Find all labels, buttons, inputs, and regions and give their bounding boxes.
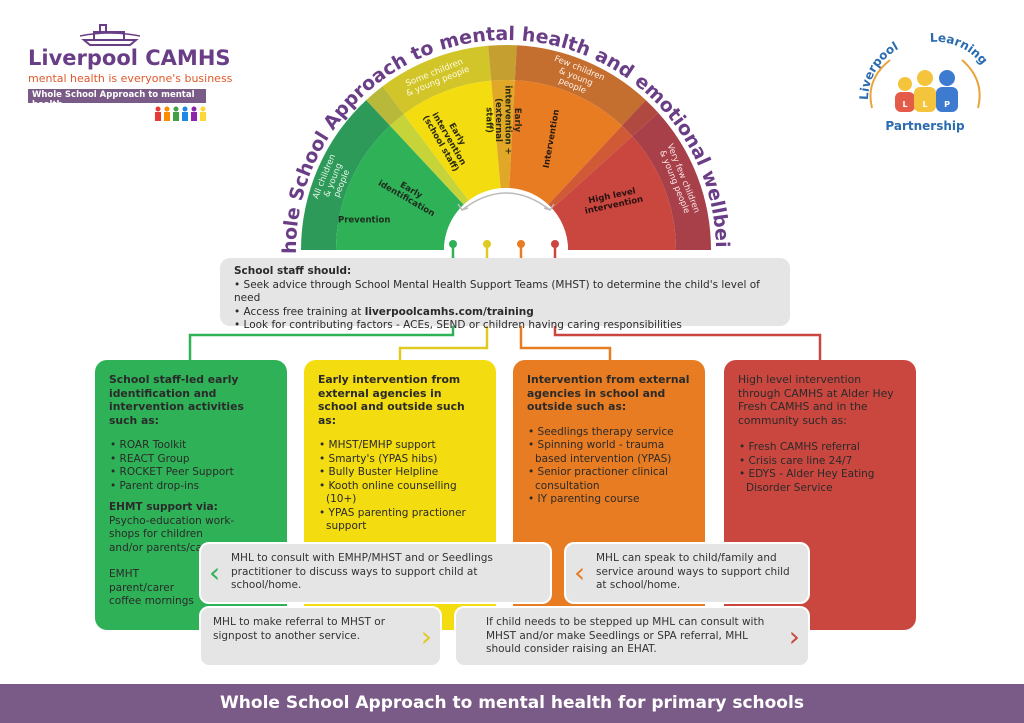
callout-referral-mhst: › MHL to make referral to MHST or signpo… (199, 606, 442, 667)
segment-red-inner (552, 136, 676, 250)
chevron-right-icon: › (420, 619, 432, 653)
callout-speak-child: ‹ MHL can speak to child/family and serv… (564, 542, 810, 604)
training-link[interactable]: liverpoolcamhs.com/training (364, 305, 534, 318)
card-item: ROAR Toolkit (109, 439, 273, 453)
logo-word-partnership: Partnership (885, 119, 965, 133)
people-icon (155, 106, 206, 121)
card-heading: Intervention from external agencies in s… (527, 373, 690, 413)
card-heading: Early intervention from external agencie… (318, 373, 465, 427)
card-subtext: Psycho-education work-shops for children… (109, 514, 235, 554)
callout-text: MHL to make referral to MHST or signpost… (213, 616, 386, 642)
card-item: Crisis care line 24/7 (738, 455, 902, 469)
card-item: Spinning world - trauma based interventi… (527, 439, 691, 466)
logo-letter: L (902, 100, 907, 109)
card-subheading: EHMT support via: (109, 501, 218, 513)
card-prevention: School staff-led early identification an… (95, 360, 287, 630)
segment-transition-inner (390, 114, 469, 205)
brand-subtitle: Whole School Approach to mental health (28, 89, 206, 110)
staff-item: Access free training at (243, 305, 365, 318)
card-item: REACT Group (109, 453, 273, 467)
inner-label: Prevention (338, 216, 390, 226)
card-heading: School staff-led early identification an… (109, 373, 244, 427)
staff-item: Seek advice through School Mental Health… (234, 278, 760, 305)
card-item: Seedlings therapy service (527, 426, 691, 440)
card-heading: High level intervention through CAMHS at… (738, 373, 894, 427)
card-item: IY parenting course (527, 493, 691, 507)
segment-yellow-inner (403, 80, 501, 201)
callout-text: MHL to consult with EMHP/MHST and or See… (231, 552, 493, 591)
brand-name: Liverpool CAMHS (28, 46, 231, 70)
inner-label: Earlyintervention +(externalstaff) (484, 85, 523, 154)
segment-external-staff-inner (491, 80, 515, 189)
callout-text: If child needs to be stepped up MHL can … (486, 616, 765, 655)
card-item: ROCKET Peer Support (109, 466, 273, 480)
ship-icon (80, 24, 140, 46)
card-item: YPAS parenting practioner support (318, 507, 482, 534)
staff-heading: School staff should: (234, 265, 352, 277)
segment-yellow-outer (382, 45, 492, 115)
card-item: Senior practioner clinical consultation (527, 466, 691, 493)
staff-item: Look for contributing factors - ACEs, SE… (243, 319, 682, 331)
segment-transition-outer (366, 86, 404, 126)
chevron-left-icon: ‹ (574, 556, 586, 589)
card-item: Fresh CAMHS referral (738, 441, 902, 455)
card-item: EDYS - Alder Hey Eating Disorder Service (738, 468, 902, 495)
segment-transition-outer (621, 100, 659, 137)
double-arrow-icon (461, 192, 551, 211)
segment-transition-inner (548, 125, 633, 209)
chevron-right-icon: › (788, 619, 800, 653)
card-item: Kooth online counselling (10+) (318, 480, 482, 507)
school-staff-guidance: School staff should: • Seek advice throu… (220, 258, 790, 331)
footer-banner: Whole School Approach to mental health f… (0, 684, 1024, 723)
liverpool-learning-partnership-logo: Liverpool Learning L L P Partnership (850, 20, 1000, 140)
segment-green-outer (301, 100, 391, 250)
callout-text: MHL can speak to child/family and servic… (596, 552, 790, 591)
callout-step-up: › If child needs to be stepped up MHL ca… (454, 606, 810, 667)
card-item: MHST/EMHP support (318, 439, 482, 453)
brand-tagline: mental health is everyone's business (28, 72, 233, 85)
segment-red-outer (632, 112, 711, 251)
segment-orange-outer (514, 45, 646, 126)
logo-letter: P (944, 100, 950, 109)
card-item: Parent drop-ins (109, 480, 273, 494)
card-extra: EMHT parent/carer coffee mornings (109, 568, 194, 607)
card-item: Bully Buster Helpline (318, 466, 482, 480)
wellbeing-arc-diagram: Whole School Approach to mental health a… (0, 0, 822, 360)
segment-external-staff-outer (488, 45, 517, 81)
segment-orange-inner (509, 80, 622, 205)
card-item: Smarty's (YPAS hibs) (318, 453, 482, 467)
logo-letter: L (922, 100, 927, 109)
chevron-left-icon: ‹ (209, 556, 221, 589)
segment-green-inner (336, 125, 464, 250)
callout-consult-emhp: ‹ MHL to consult with EMHP/MHST and or S… (199, 542, 552, 604)
